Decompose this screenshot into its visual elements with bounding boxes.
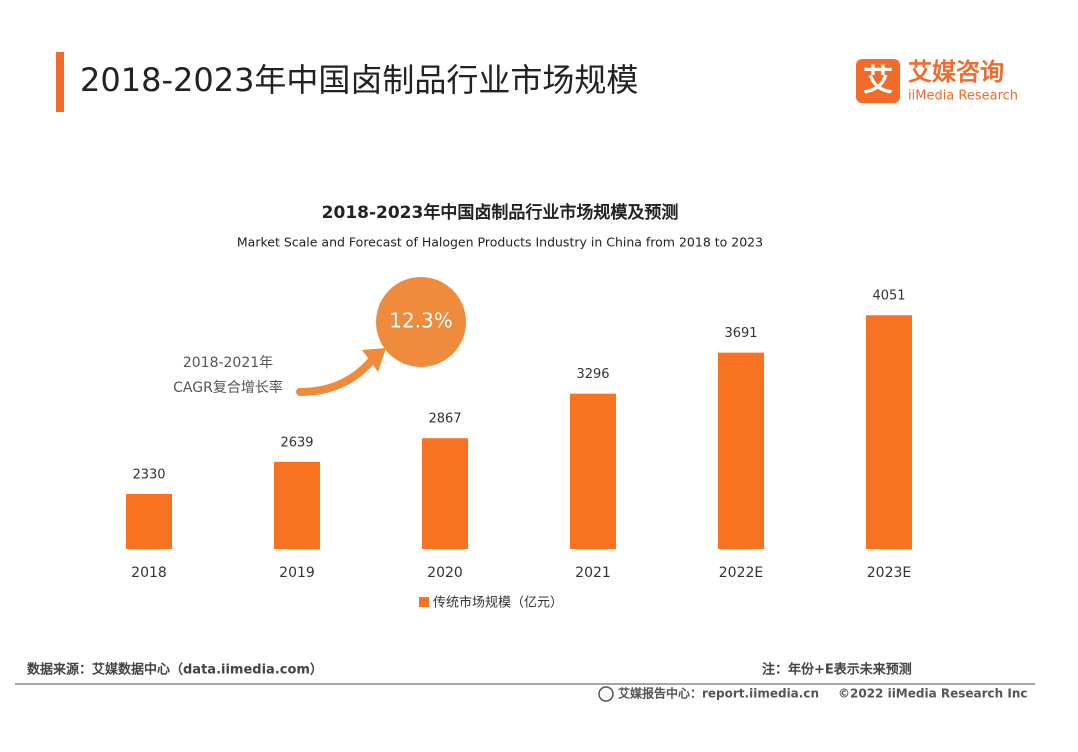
annotation-arrowhead [362,348,386,372]
bar [422,438,468,549]
title-accent [56,52,64,112]
x-tick-label: 2023E [867,565,911,581]
footer-icon [598,686,614,702]
bar [718,352,764,549]
footer-copyright: ©2022 iiMedia Research Inc [838,687,1028,701]
bar [274,461,320,549]
x-tick-label: 2019 [279,565,315,581]
footer-source: 数据来源：艾媒数据中心（data.iimedia.com） [27,662,323,678]
chart-title: 2018-2023年中国卤制品行业市场规模及预测 [322,202,679,223]
data-label: 2330 [132,467,165,482]
logo-mark: 艾 [863,64,893,99]
cagr-circle [376,277,466,367]
x-tick-label: 2018 [131,565,167,581]
data-label: 3296 [576,367,609,382]
legend-label: 传统市场规模（亿元） [433,595,563,611]
annotation-arrow [296,356,376,396]
logo-box [856,59,900,103]
annotation-line: CAGR复合增长率 [173,379,283,396]
legend-swatch [419,597,429,607]
logo-en: iiMedia Research [908,89,1018,104]
page-title: 2018-2023年中国卤制品行业市场规模 [80,61,638,99]
data-label: 2639 [280,435,313,450]
logo-cn: 艾媒咨询 [908,58,1004,86]
x-tick-label: 2022E [719,565,763,581]
chart-subtitle: Market Scale and Forecast of Halogen Pro… [237,235,763,250]
x-tick-label: 2021 [575,565,611,581]
cagr-value: 12.3% [389,309,453,333]
data-label: 2867 [428,412,461,427]
bar [866,315,912,549]
footer-note: 注：年份+E表示未来预测 [762,662,912,678]
x-tick-label: 2020 [427,565,463,581]
bar [570,393,616,549]
data-label: 3691 [724,326,757,341]
footer-report: 艾媒报告中心：report.iimedia.cn [618,686,819,701]
data-label: 4051 [872,289,905,304]
bar [126,493,172,549]
annotation-line: 2018-2021年 [183,355,273,371]
